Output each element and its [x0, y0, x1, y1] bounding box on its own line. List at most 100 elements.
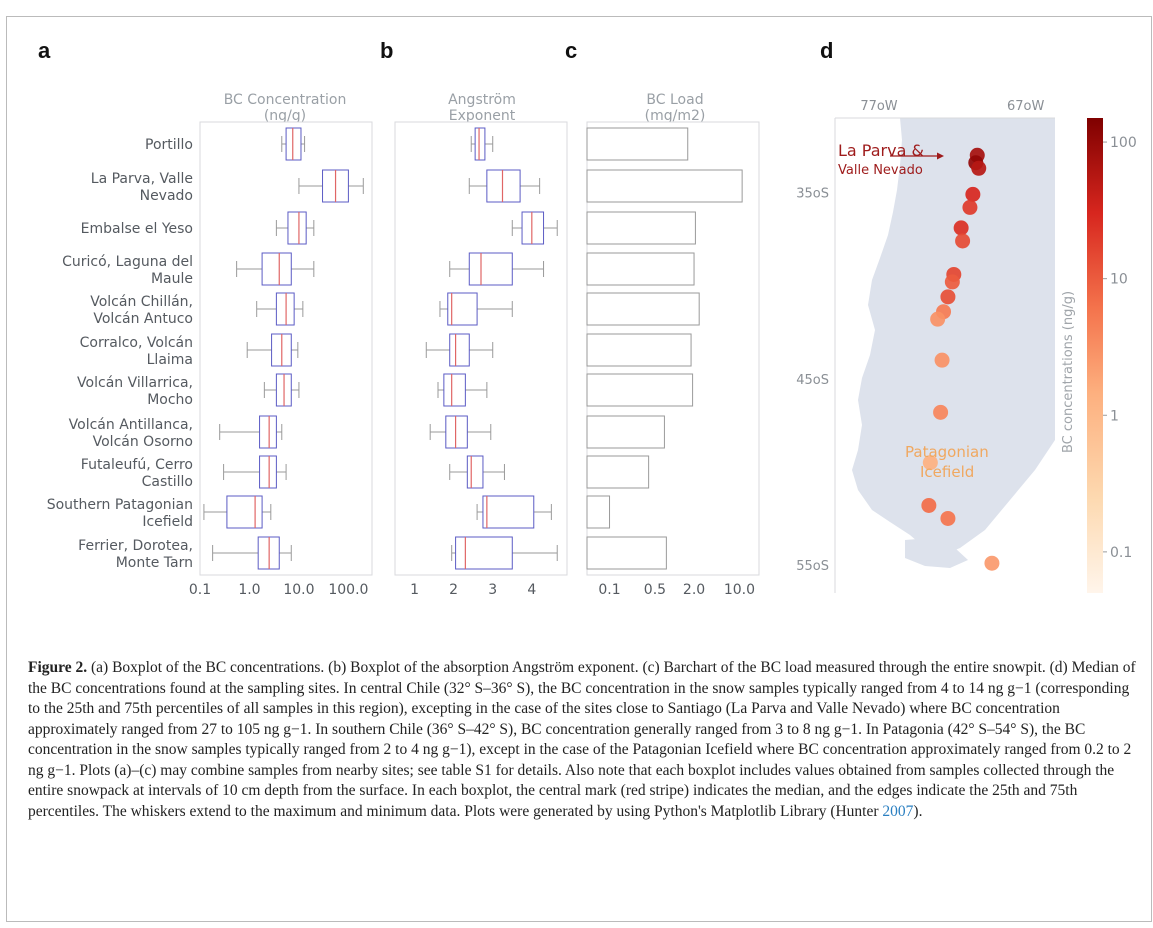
site-label-line1: Curicó, Laguna del	[62, 254, 193, 270]
site-marker	[971, 160, 987, 176]
boxplot-item	[236, 252, 315, 286]
site-label-line2: Mocho	[147, 392, 193, 408]
site-label-line1: Corralco, Volcán	[80, 335, 193, 351]
site-label-line1: La Parva, Valle	[91, 171, 193, 187]
iqr-box	[486, 169, 521, 203]
site-marker	[965, 186, 981, 202]
boxplot-item	[511, 211, 558, 245]
site-marker	[984, 555, 1000, 571]
map-lat-tick: 45oS	[796, 373, 829, 388]
iqr-box	[474, 127, 486, 161]
axis-title-c-line1: BC Load	[646, 92, 703, 108]
bar	[586, 373, 694, 407]
bar	[586, 292, 700, 326]
panel-letter-a: a	[38, 38, 51, 63]
iqr-box	[466, 455, 484, 489]
bar	[586, 536, 667, 570]
iqr-box	[468, 252, 513, 286]
boxplot-item	[219, 415, 283, 449]
x-tick-label: 4	[527, 582, 536, 598]
site-label: Portillo	[145, 137, 193, 153]
site-label-line1: Volcán Chillán,	[90, 294, 193, 310]
bar	[586, 455, 650, 489]
boxplot-item	[449, 252, 545, 286]
bar	[586, 495, 611, 529]
iqr-box	[226, 495, 263, 529]
map-lon-tick: 67oW	[1007, 99, 1044, 114]
landmass-tierra-del-fuego	[905, 538, 968, 568]
caption-label: Figure 2.	[28, 659, 88, 676]
caption-citation-link[interactable]: 2007	[882, 802, 914, 820]
colorbar-tick-label: 0.1	[1110, 545, 1132, 561]
panel-letter-b: b	[380, 38, 393, 63]
boxplot-item	[470, 127, 494, 161]
caption-text-end: ).	[913, 802, 923, 820]
x-tick-label: 1	[410, 582, 419, 598]
figure-graphic: a b c d BC Concentration (ng/g) Angström…	[38, 38, 1137, 598]
x-tick-label: 0.1	[189, 582, 211, 598]
annotation-valle-nevado: Valle Nevado	[838, 163, 923, 178]
panel-d-map: 77oW 67oW 35oS 45oS 55oS La Parva & Valle Nev…	[796, 99, 1055, 593]
colorbar-ticks: 100 10 1 0.1	[1103, 135, 1137, 561]
bar	[586, 333, 692, 367]
colorbar-tick-label: 100	[1110, 135, 1137, 151]
iqr-box	[521, 211, 545, 245]
bar	[586, 252, 695, 286]
map-annotations: La Parva & Valle Nevado Patagonian Icefield	[838, 141, 989, 481]
site-label-line1: Volcán Antillanca,	[69, 417, 193, 433]
site-marker	[940, 289, 956, 305]
site-label-line1: Southern Patagonian	[47, 497, 193, 513]
boxplot-item	[449, 455, 505, 489]
iqr-box	[285, 127, 302, 161]
axis-title-a-line2: (ng/g)	[264, 108, 306, 124]
colorbar	[1087, 118, 1103, 593]
iqr-box	[275, 292, 295, 326]
site-marker	[921, 497, 937, 513]
boxplot-item	[281, 127, 306, 161]
x-tick-label: 2	[449, 582, 458, 598]
panel-a-boxplot: 0.1 1.0 10.0 100.0	[189, 127, 368, 598]
annotation-icefield: Icefield	[920, 463, 974, 481]
annotation-patagonian: Patagonian	[905, 443, 989, 461]
site-label-line2: Monte Tarn	[116, 555, 193, 571]
site-label-line1: Volcán Villarrica,	[77, 375, 193, 391]
colorbar-tick-label: 10	[1110, 272, 1128, 288]
iqr-box	[261, 252, 292, 286]
map-ticks: 77oW 67oW 35oS 45oS 55oS	[796, 99, 1044, 574]
x-tick-label: 10.0	[283, 582, 314, 598]
site-label-line2: Castillo	[142, 474, 193, 490]
site-label-line2: Volcán Osorno	[93, 434, 193, 450]
caption-text: (a) Boxplot of the BC concentrations. (b…	[28, 659, 1136, 820]
site-marker	[930, 311, 946, 327]
iqr-box	[445, 415, 468, 449]
x-tick-label: 0.1	[598, 582, 620, 598]
colorbar-label: BC concentrations (ng/g)	[1061, 291, 1076, 453]
x-tick-label: 10.0	[724, 582, 755, 598]
boxplot-item	[298, 169, 364, 203]
x-tick-label: 0.5	[644, 582, 666, 598]
axis-title-b-line2: Exponent	[449, 108, 516, 124]
site-marker	[955, 233, 971, 249]
site-marker	[944, 274, 960, 290]
site-marker	[962, 199, 978, 215]
site-label-line2: Nevado	[140, 188, 193, 204]
boxplot-item	[468, 169, 541, 203]
axis-title-b-line1: Angström	[448, 92, 516, 108]
bar	[586, 415, 665, 449]
site-marker	[933, 404, 949, 420]
site-label-line2: Llaima	[147, 352, 193, 368]
bar	[586, 169, 743, 203]
site-marker	[934, 352, 950, 368]
map-points	[921, 147, 1000, 571]
boxplot-item	[439, 292, 513, 326]
la-parva-arrowhead	[937, 152, 944, 160]
site-marker	[940, 510, 956, 526]
iqr-box	[449, 333, 470, 367]
boxplot-item	[429, 415, 492, 449]
bar	[586, 211, 696, 245]
boxplot-item	[451, 536, 558, 570]
site-label-line1: Ferrier, Dorotea,	[78, 538, 193, 554]
panel-letter-c: c	[565, 38, 577, 63]
boxplot-item	[263, 373, 300, 407]
panel-letter-d: d	[820, 38, 833, 63]
